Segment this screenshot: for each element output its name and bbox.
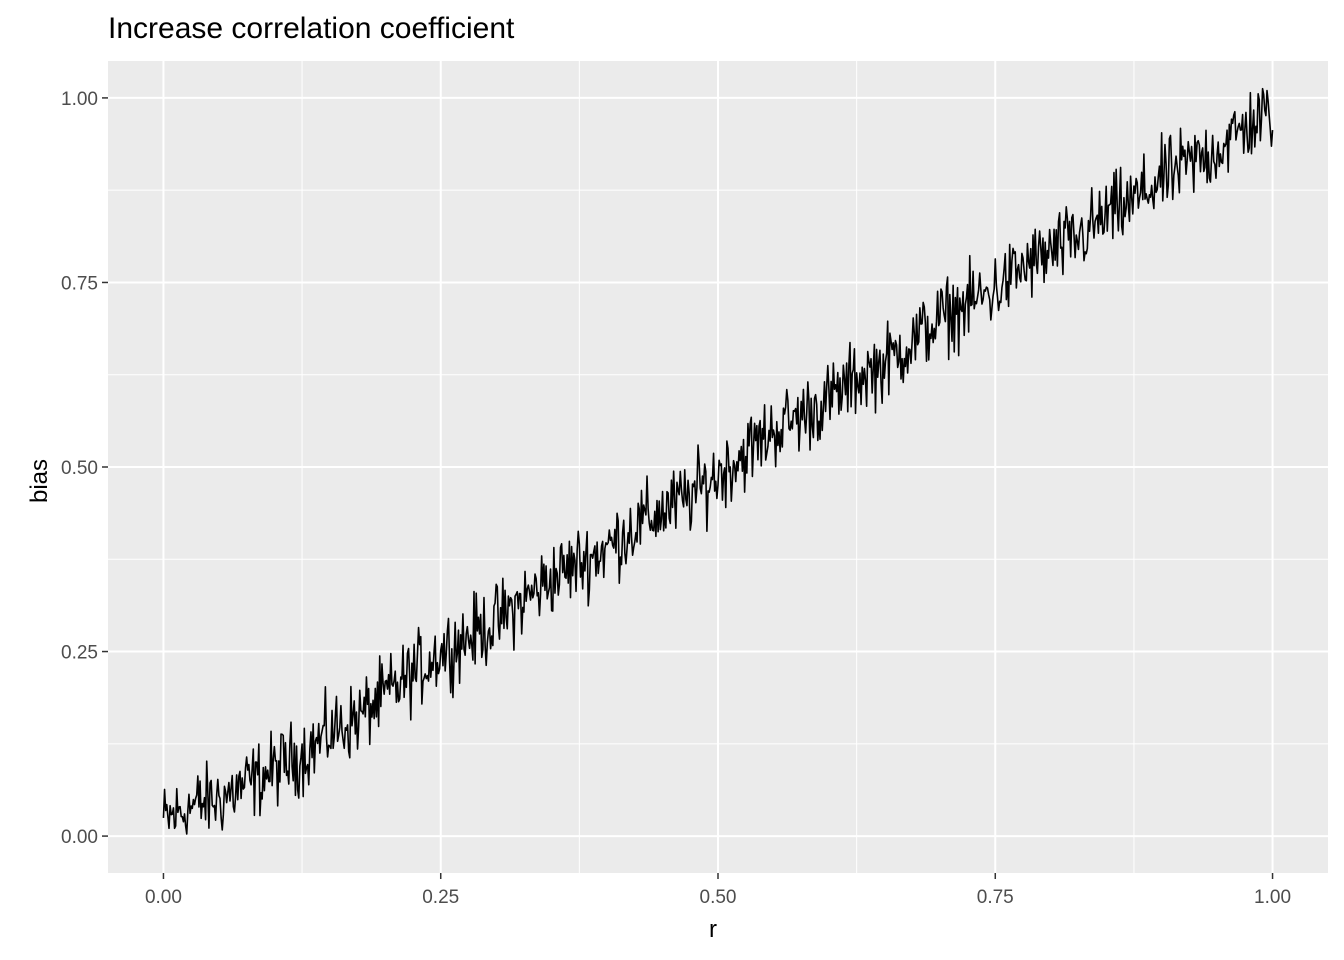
- x-tick-label: 0.50: [700, 887, 737, 908]
- x-axis: 0.00 0.25 0.50 0.75 1.00: [145, 873, 1291, 908]
- x-tick-label: 1.00: [1254, 887, 1291, 908]
- y-tick-label: 0.75: [61, 273, 98, 294]
- x-axis-label: r: [709, 916, 717, 943]
- y-axis: 0.00 0.25 0.50 0.75 1.00: [61, 89, 108, 848]
- y-tick-label: 0.00: [61, 827, 98, 848]
- y-tick-label: 0.50: [61, 458, 98, 479]
- y-tick-label: 0.25: [61, 643, 98, 664]
- x-tick-label: 0.25: [422, 887, 459, 908]
- series-layer: [162, 87, 1274, 835]
- chart-title: Increase correlation coefficient: [108, 12, 515, 45]
- series-line: [162, 87, 1274, 835]
- x-tick-label: 0.75: [977, 887, 1014, 908]
- grid-major: [108, 61, 1328, 873]
- x-tick-label: 0.00: [145, 887, 182, 908]
- y-axis-label: bias: [26, 458, 53, 504]
- y-tick-label: 1.00: [61, 89, 98, 110]
